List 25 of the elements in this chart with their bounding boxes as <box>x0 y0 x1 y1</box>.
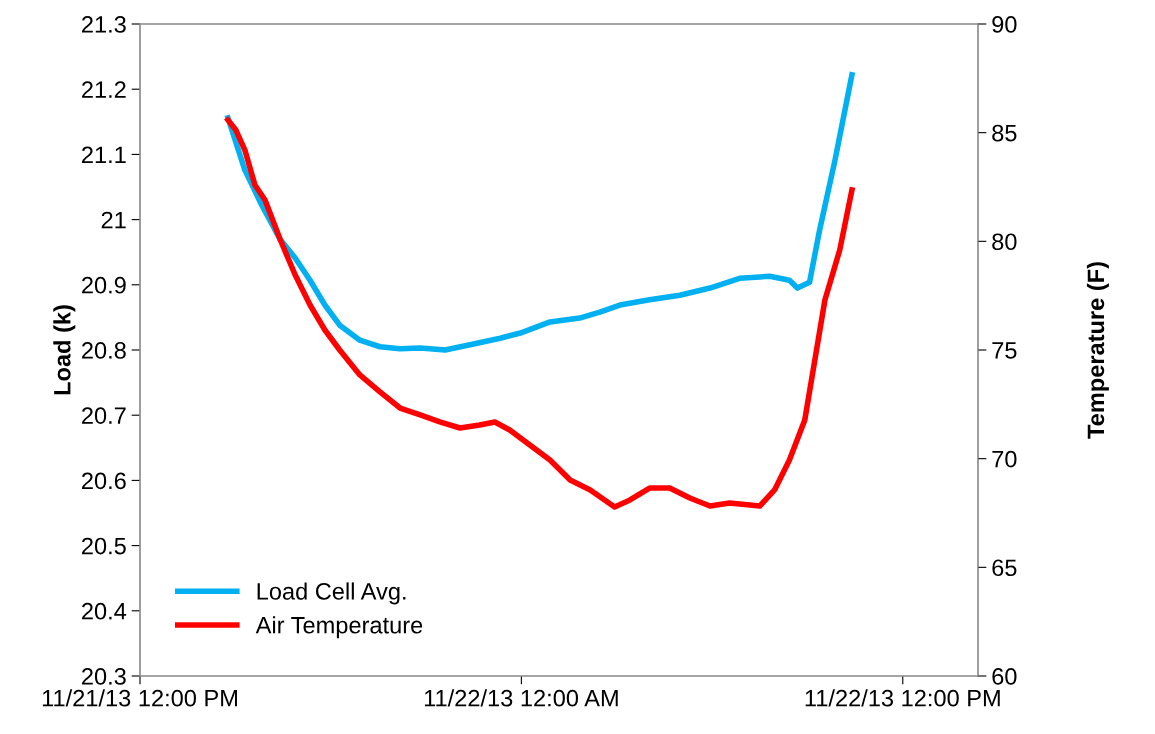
y-tick-label: 20.3 <box>82 668 126 685</box>
y2-axis-title: Temperature (F) <box>1086 262 1109 439</box>
y-tick-label: 21 <box>101 211 126 229</box>
y2-tick-label: 70 <box>992 450 1017 468</box>
y2-tick-label: 65 <box>992 559 1017 577</box>
x-tick-label: 11/22/13 12:00 AM <box>424 689 618 707</box>
y2-tick-label: 80 <box>992 233 1017 251</box>
x-tick-label: 11/21/13 12:00 PM <box>42 689 237 707</box>
y-tick-label: 20.4 <box>82 602 127 620</box>
x-tick-label: 11/22/13 12:00 PM <box>805 689 1000 707</box>
y-tick-label: 20.9 <box>82 276 126 294</box>
y-tick-label: 20.7 <box>82 407 126 424</box>
y2-tick-label: 90 <box>992 16 1017 33</box>
legend-label: Load Cell Avg. <box>257 582 406 605</box>
y-tick-label: 20.8 <box>82 342 126 359</box>
y-tick-label: 21.2 <box>82 81 126 98</box>
legend-label: Air Temperature <box>255 616 423 639</box>
y-tick-label: 20.5 <box>82 537 126 555</box>
y-tick-label: 20.6 <box>82 472 126 490</box>
y2-tick-label: 60 <box>992 668 1017 685</box>
y-tick-label: 21.3 <box>82 16 126 33</box>
y-tick-label: 21.1 <box>82 146 126 163</box>
y2-tick-label: 75 <box>992 342 1017 359</box>
y2-tick-label: 85 <box>992 124 1017 142</box>
y-axis-title: Load (k) <box>53 305 76 395</box>
